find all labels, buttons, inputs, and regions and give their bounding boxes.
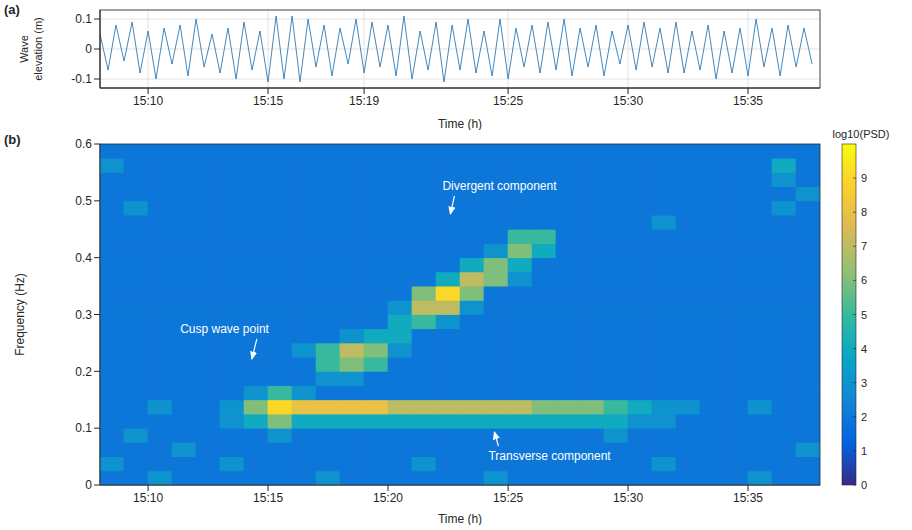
svg-text:15:15: 15:15	[253, 94, 283, 108]
svg-text:9: 9	[861, 172, 867, 184]
svg-text:15:35: 15:35	[733, 491, 763, 505]
svg-text:Time (h): Time (h)	[438, 117, 482, 130]
svg-text:15:30: 15:30	[613, 491, 643, 505]
svg-text:7: 7	[861, 240, 867, 252]
svg-text:Time (h): Time (h)	[438, 512, 482, 525]
svg-text:(a): (a)	[4, 2, 20, 17]
svg-text:Frequency (Hz): Frequency (Hz)	[13, 273, 27, 356]
svg-text:3: 3	[861, 377, 867, 389]
svg-text:15:15: 15:15	[253, 491, 283, 505]
svg-text:0.3: 0.3	[75, 308, 92, 322]
svg-text:elevation (m): elevation (m)	[32, 17, 44, 81]
svg-text:15:10: 15:10	[133, 94, 163, 108]
svg-text:0.1: 0.1	[75, 12, 92, 26]
svg-text:Divergent component: Divergent component	[442, 179, 557, 193]
svg-text:2: 2	[861, 411, 867, 423]
svg-text:4: 4	[861, 343, 867, 355]
svg-text:0.1: 0.1	[75, 421, 92, 435]
svg-text:15:35: 15:35	[733, 94, 763, 108]
svg-text:15:25: 15:25	[493, 94, 523, 108]
svg-text:0.4: 0.4	[75, 251, 92, 265]
svg-text:0: 0	[861, 479, 867, 491]
svg-text:Cusp wave point: Cusp wave point	[180, 322, 269, 336]
svg-text:8: 8	[861, 206, 867, 218]
svg-text:0.2: 0.2	[75, 365, 92, 379]
svg-text:1: 1	[861, 445, 867, 457]
svg-text:6: 6	[861, 274, 867, 286]
svg-text:0: 0	[85, 42, 92, 56]
svg-text:15:30: 15:30	[613, 94, 643, 108]
svg-text:0.6: 0.6	[75, 137, 92, 151]
svg-text:15:19: 15:19	[349, 94, 379, 108]
svg-text:15:20: 15:20	[373, 491, 403, 505]
svg-text:-0.1: -0.1	[71, 72, 92, 86]
svg-text:15:10: 15:10	[133, 491, 163, 505]
svg-text:Wave: Wave	[18, 35, 30, 63]
svg-text:(b): (b)	[4, 132, 21, 147]
svg-text:Transverse component: Transverse component	[488, 449, 611, 463]
svg-text:0.5: 0.5	[75, 194, 92, 208]
svg-text:0: 0	[85, 478, 92, 492]
svg-text:5: 5	[861, 309, 867, 321]
svg-text:15:25: 15:25	[493, 491, 523, 505]
svg-text:log10(PSD): log10(PSD)	[833, 128, 890, 140]
